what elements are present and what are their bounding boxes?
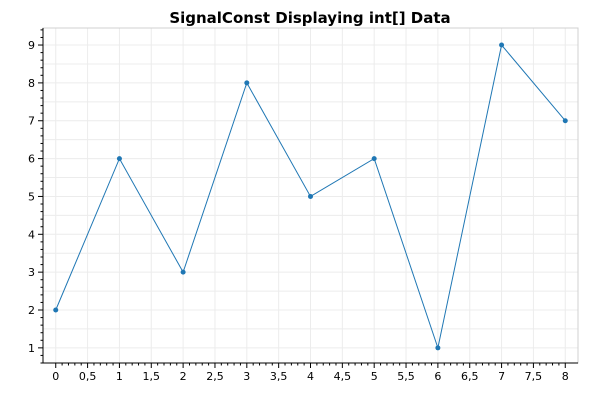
x-tick-label: 0,5 xyxy=(79,370,97,383)
x-tick-label: 2,5 xyxy=(206,370,224,383)
x-tick-label: 5,5 xyxy=(397,370,415,383)
x-tick-label: 4,5 xyxy=(334,370,352,383)
data-point xyxy=(435,345,441,351)
y-tick-label: 4 xyxy=(28,228,35,241)
grid xyxy=(43,28,578,363)
data-point xyxy=(308,193,313,199)
y-tick-label: 5 xyxy=(28,190,35,203)
y-tick-label: 2 xyxy=(28,304,35,317)
y-tick-label: 7 xyxy=(28,115,35,128)
chart-title: SignalConst Displaying int[] Data xyxy=(169,9,450,27)
series-group xyxy=(53,42,568,351)
x-tick-label: 1 xyxy=(116,370,123,383)
data-point xyxy=(244,80,250,86)
y-tick-label: 8 xyxy=(28,77,35,90)
y-tick-label: 3 xyxy=(28,266,35,279)
y-tick-label: 6 xyxy=(28,153,35,166)
x-tick-label: 7 xyxy=(498,370,505,383)
data-point xyxy=(371,156,377,162)
x-tick-label: 8 xyxy=(562,370,569,383)
x-tick-label: 6,5 xyxy=(461,370,479,383)
axes: 0 0,5 1 1,5 2 2,5 3 3,5 4 4,5 5 5,5 6 6,5 7 7,5 8 1 2 3 4 5 6 7… xyxy=(28,28,578,383)
x-tick-label: 5 xyxy=(371,370,378,383)
data-point xyxy=(499,42,505,48)
data-point xyxy=(562,118,568,124)
x-tick-label: 1,5 xyxy=(143,370,161,383)
x-tick-label: 3 xyxy=(243,370,250,383)
x-tick-label: 7,5 xyxy=(525,370,543,383)
data-point xyxy=(53,307,59,313)
y-tick-label: 9 xyxy=(28,39,35,52)
x-tick-label: 2 xyxy=(180,370,187,383)
x-tick-label: 4 xyxy=(307,370,314,383)
y-tick-label: 1 xyxy=(28,342,35,355)
data-point xyxy=(116,156,122,162)
x-tick-label: 3,5 xyxy=(270,370,288,383)
x-tick-label: 0 xyxy=(52,370,59,383)
x-tick-label: 6 xyxy=(434,370,441,383)
data-point xyxy=(180,269,186,275)
